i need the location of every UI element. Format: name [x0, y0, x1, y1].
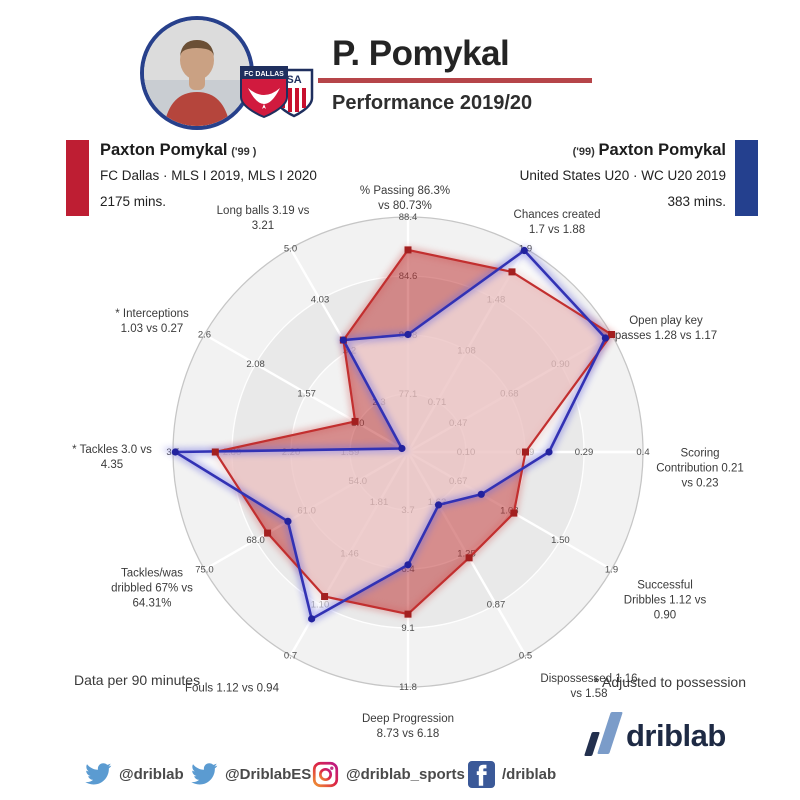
- away-player-name: Paxton Pomykal: [598, 141, 726, 159]
- axis-label-long-balls: Long balls 3.19 vs 3.21: [216, 205, 310, 232]
- radar-tick-scoring-contribution: 0.29: [575, 447, 594, 458]
- radar-tick-tackles-was-dribbled: 75.0: [195, 565, 214, 576]
- marker-us-u20-passing: [404, 330, 412, 339]
- marker-us-u20-open-play-key-passes: [601, 334, 610, 342]
- facebook-icon: [468, 760, 495, 788]
- radar-tick-tackles-was-dribbled: 68.0: [246, 535, 265, 546]
- twitter-icon: [191, 763, 218, 785]
- social-instagram: @driblab_sports: [312, 758, 465, 790]
- fc-dallas-crest: FC DALLAS: [240, 66, 288, 118]
- marker-fc-dallas-fouls: [321, 592, 329, 600]
- marker-us-u20-deep-progression: [404, 561, 412, 569]
- series-fill-us-u20: [175, 250, 606, 619]
- radar-tick-long-balls: 5.0: [284, 243, 297, 254]
- player-portrait-graphic: [144, 20, 250, 126]
- marker-us-u20-successful-dribbles: [477, 490, 485, 498]
- away-player-team: United States U20 · WC U20 2019: [519, 168, 726, 183]
- marker-us-u20-tackles: [171, 448, 179, 456]
- axis-label-interceptions: * Interceptions 1.03 vs 0.27: [115, 308, 189, 335]
- marker-fc-dallas-tackles-was-dribbled: [264, 529, 272, 537]
- radar-tick-passing: 88.4: [399, 212, 418, 223]
- radar-tick-fouls: 0.7: [284, 651, 297, 662]
- svg-text:SA: SA: [286, 74, 301, 86]
- axis-label-fouls: Fouls 1.12 vs 0.94: [185, 682, 279, 695]
- away-player-info: ('99) Paxton Pomykal United States U20 ·…: [520, 139, 726, 217]
- driblab-logo-mark-light: [597, 712, 623, 754]
- radar-tick-dispossessed: 0.5: [519, 651, 532, 662]
- page-subtitle: Performance 2019/20: [332, 92, 533, 114]
- home-player-team: FC Dallas · MLS I 2019, MLS I 2020: [100, 168, 317, 183]
- axis-label-deep-progression: Deep Progression 8.73 vs 6.18: [361, 713, 455, 740]
- social-footer: @driblab @DriblabES @driblab_sports: [0, 758, 800, 794]
- marker-fc-dallas-successful-dribbles: [510, 509, 518, 517]
- radar-tick-interceptions: 1.57: [297, 389, 316, 400]
- svg-text:FC DALLAS: FC DALLAS: [244, 71, 284, 78]
- marker-us-u20-chances-created: [520, 246, 528, 255]
- radar-tick-scoring-contribution: 0.4: [636, 447, 649, 458]
- radar-tick-interceptions: 2.08: [246, 359, 265, 370]
- driblab-wordmark: driblab: [626, 718, 726, 753]
- marker-fc-dallas-passing: [404, 246, 412, 254]
- away-player-minutes: 383 mins.: [667, 194, 726, 209]
- footnote-per-90: Data per 90 minutes: [74, 672, 201, 688]
- title-underline: [318, 78, 592, 83]
- marker-fc-dallas-dispossessed: [465, 554, 473, 562]
- radar-tick-successful-dribbles: 1.9: [605, 565, 618, 576]
- axis-label-scoring-contribution: Scoring Contribution 0.21 vs 0.23: [656, 447, 744, 490]
- radar-tick-dispossessed: 0.87: [487, 599, 506, 610]
- away-player-birth-year: ('99): [572, 146, 595, 158]
- radar-tick-successful-dribbles: 1.50: [551, 535, 570, 546]
- radar-tick-deep-progression: 9.1: [401, 623, 414, 634]
- marker-us-u20-tackles-was-dribbled: [284, 517, 292, 525]
- marker-fc-dallas-deep-progression: [404, 610, 412, 618]
- home-player-minutes: 2175 mins.: [100, 194, 167, 209]
- axis-label-tackles-was-dribbled: Tackles/was dribbled 67% vs 64.31%: [111, 567, 193, 610]
- social-twitter-es: @DriblabES: [190, 758, 311, 790]
- marker-fc-dallas-open-play-key-passes: [608, 331, 616, 338]
- page-title: P. Pomykal: [332, 34, 510, 73]
- home-player-info: Paxton Pomykal ('99 ) FC Dallas · MLS I …: [100, 139, 317, 217]
- marker-fc-dallas-chances-created: [508, 268, 516, 276]
- home-player-name-row: Paxton Pomykal ('99 ): [100, 139, 317, 165]
- marker-us-u20-interceptions: [398, 444, 406, 453]
- marker-fc-dallas-interceptions: [351, 417, 359, 425]
- radar-tick-interceptions: 2.6: [198, 330, 211, 341]
- marker-us-u20-dispossessed: [434, 501, 443, 509]
- home-color-bar: [66, 140, 89, 216]
- driblab-logo: driblab: [574, 706, 754, 762]
- home-player-name: Paxton Pomykal: [100, 141, 228, 159]
- axis-label-chances-created: Chances created 1.7 vs 1.88: [513, 209, 601, 236]
- axis-label-passing: % Passing 86.3% vs 80.73%: [359, 185, 451, 212]
- twitter-handle-es: @DriblabES: [225, 765, 312, 783]
- away-color-bar: [735, 140, 758, 216]
- twitter-icon: [85, 763, 112, 785]
- instagram-icon: [312, 761, 339, 787]
- marker-us-u20-scoring-contribution: [545, 448, 553, 456]
- radar-tick-long-balls: 4.03: [311, 295, 330, 306]
- footnote-possession-adjusted: * Adjusted to possession: [593, 674, 746, 690]
- marker-fc-dallas-tackles: [211, 448, 219, 456]
- marker-us-u20-long-balls: [339, 336, 347, 344]
- social-facebook: /driblab: [468, 758, 556, 790]
- radar-tick-deep-progression: 11.8: [399, 682, 417, 693]
- player-photo: [140, 16, 254, 130]
- axis-label-tackles: * Tackles 3.0 vs 4.35: [72, 444, 152, 471]
- axis-label-successful-dribbles: Successful Dribbles 1.12 vs 0.90: [623, 579, 707, 622]
- marker-fc-dallas-scoring-contribution: [522, 448, 529, 456]
- home-player-birth-year: ('99 ): [231, 146, 257, 158]
- twitter-handle: @driblab: [119, 765, 184, 783]
- axis-label-open-play-key-passes: Open play key passes 1.28 vs 1.17: [614, 315, 718, 342]
- social-twitter-en: @driblab: [84, 758, 184, 790]
- marker-us-u20-fouls: [308, 615, 316, 623]
- away-player-name-row: ('99) Paxton Pomykal: [520, 139, 726, 165]
- instagram-handle: @driblab_sports: [346, 765, 465, 783]
- facebook-handle: /driblab: [502, 765, 557, 783]
- axis-label-dispossessed: Dispossessed 1.16 vs 1.58: [540, 673, 638, 700]
